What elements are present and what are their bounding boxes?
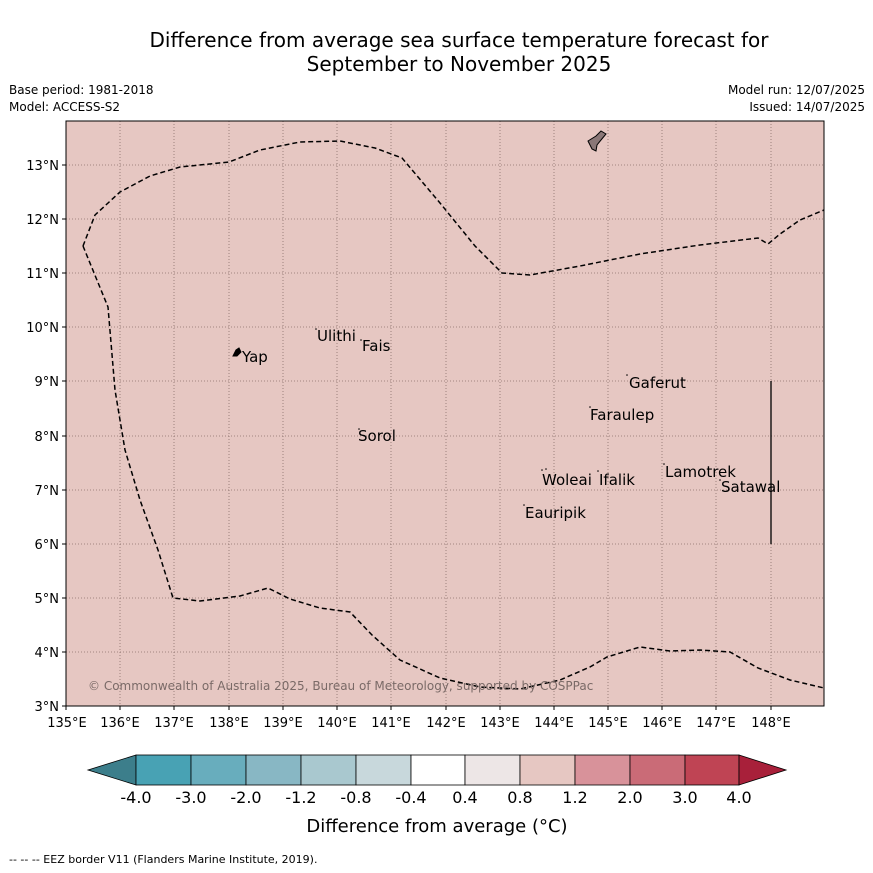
lat-label: 7°N	[35, 484, 60, 499]
place-label-satawal: Satawal	[721, 478, 780, 496]
issued-date: Issued: 14/07/2025	[749, 100, 865, 114]
meta-right: Model run: 12/07/2025 Issued: 14/07/2025	[728, 82, 865, 116]
colorbar-segment	[629, 754, 686, 786]
colorbar-tick: 4.0	[726, 788, 751, 807]
place-label-yap: Yap	[241, 348, 268, 366]
title-line-2: September to November 2025	[306, 52, 612, 76]
map-frame	[65, 120, 825, 707]
colorbar-segment	[245, 754, 302, 786]
lat-label: 13°N	[26, 159, 59, 174]
place-label-faraulep: Faraulep	[590, 406, 654, 424]
place-label-ulithi: Ulithi	[317, 327, 356, 345]
island-dot	[663, 463, 665, 465]
lon-axis	[65, 706, 772, 710]
colorbar-segment	[190, 754, 247, 786]
lat-axis	[62, 164, 66, 707]
lat-label: 8°N	[35, 430, 60, 445]
lon-label: 140°E	[317, 716, 357, 731]
lon-label: 148°E	[751, 716, 791, 731]
lon-label: 145°E	[588, 716, 628, 731]
island-dot	[360, 339, 362, 341]
chart-title: Difference from average sea surface temp…	[0, 28, 873, 76]
lon-label: 146°E	[642, 716, 682, 731]
colorbar-tick: -2.0	[230, 788, 261, 807]
lat-label: 3°N	[35, 700, 60, 715]
colorbar-tick: 2.0	[617, 788, 642, 807]
colorbar-label: Difference from average (°C)	[306, 816, 567, 837]
colorbar-segment	[410, 754, 466, 786]
lon-label: 143°E	[480, 716, 520, 731]
island-dot	[358, 428, 360, 430]
lon-label: 139°E	[263, 716, 303, 731]
map-fill	[66, 121, 824, 706]
colorbar-segment	[355, 754, 412, 786]
colorbar-segment	[135, 754, 192, 786]
lat-label: 12°N	[26, 213, 59, 228]
colorbar-segment	[684, 754, 740, 786]
colorbar-arrow-high	[738, 754, 788, 786]
colorbar-tick: -0.4	[395, 788, 426, 807]
title-line-1: Difference from average sea surface temp…	[149, 28, 769, 52]
lat-label: 11°N	[26, 267, 59, 282]
lat-label: 6°N	[35, 538, 60, 553]
eez-border-line	[82, 140, 825, 276]
lon-label: 137°E	[154, 716, 194, 731]
island-dot	[315, 328, 317, 330]
place-label-lamotrek: Lamotrek	[665, 463, 736, 481]
colorbar-segment	[519, 754, 576, 786]
model-name: Model: ACCESS-S2	[9, 100, 121, 114]
colorbar	[86, 754, 788, 786]
guam-island	[587, 130, 607, 152]
place-label-gaferut: Gaferut	[629, 374, 686, 392]
island-dot	[523, 504, 525, 506]
lat-label: 9°N	[35, 375, 60, 390]
colorbar-tick: 1.2	[562, 788, 587, 807]
lat-label: 10°N	[26, 321, 59, 336]
base-period: Base period: 1981-2018	[9, 83, 154, 97]
colorbar-tick: -0.8	[340, 788, 371, 807]
yap-island	[232, 347, 242, 357]
colorbar-tick: 3.0	[672, 788, 697, 807]
lon-label: 138°E	[209, 716, 249, 731]
colorbar-segment	[300, 754, 357, 786]
lon-label: 142°E	[426, 716, 466, 731]
island-dot	[589, 406, 591, 408]
island-dot	[545, 468, 547, 470]
lat-label: 4°N	[35, 646, 60, 661]
colorbar-tick: 0.4	[452, 788, 477, 807]
place-label-fais: Fais	[362, 337, 391, 355]
colorbar-tick: -4.0	[120, 788, 151, 807]
eez-legend: -- -- -- EEZ border V11 (Flanders Marine…	[9, 853, 318, 866]
meta-left: Base period: 1981-2018 Model: ACCESS-S2	[9, 82, 154, 116]
lat-label: 5°N	[35, 592, 60, 607]
lon-label: 144°E	[534, 716, 574, 731]
island-dot	[626, 374, 628, 376]
place-label-sorol: Sorol	[358, 427, 396, 445]
colorbar-tick: -1.2	[285, 788, 316, 807]
map-gridlines	[66, 121, 824, 706]
colorbar-segment	[574, 754, 631, 786]
place-label-woleai: Woleai	[542, 471, 592, 489]
lon-label: 141°E	[371, 716, 411, 731]
island-dot	[597, 470, 599, 472]
eez-border-line	[82, 245, 825, 690]
place-label-eauripik: Eauripik	[525, 504, 586, 522]
lon-label: 135°E	[47, 716, 87, 731]
colorbar-tick: 0.8	[507, 788, 532, 807]
lon-label: 147°E	[696, 716, 736, 731]
island-dot	[541, 469, 543, 471]
place-label-ifalik: Ifalik	[599, 471, 635, 489]
island-dot	[719, 479, 721, 481]
model-run: Model run: 12/07/2025	[727, 83, 865, 97]
lon-label: 136°E	[100, 716, 140, 731]
colorbar-arrow-low	[86, 754, 137, 786]
copyright-text: © Commonwealth of Australia 2025, Bureau…	[88, 679, 593, 693]
colorbar-segment	[464, 754, 521, 786]
colorbar-tick: -3.0	[175, 788, 206, 807]
